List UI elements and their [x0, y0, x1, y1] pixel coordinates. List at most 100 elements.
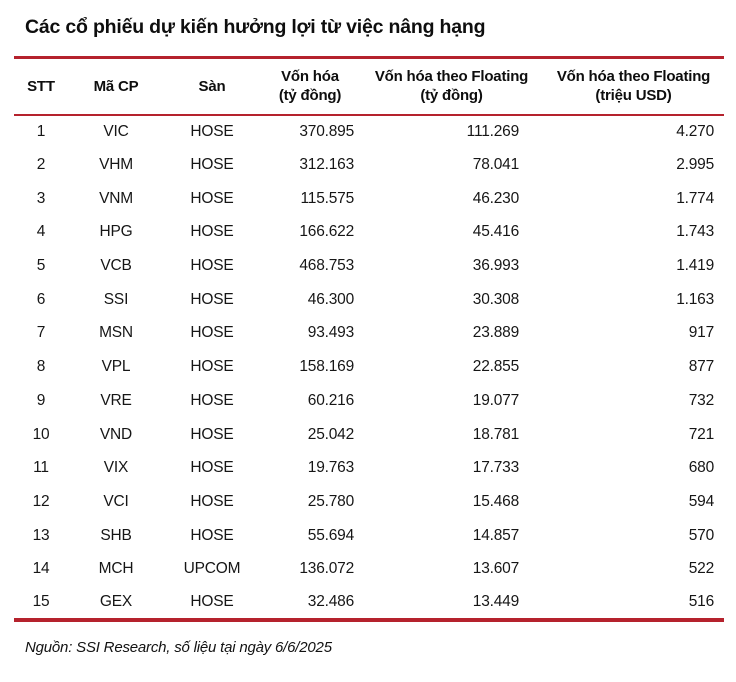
cell-floating-usd: 680 [688, 459, 714, 477]
cell-floating-vnd: 15.468 [472, 492, 519, 510]
cell-ma-cp: VNM [99, 189, 133, 207]
header-label: Vốn hóa [281, 68, 339, 86]
cell-floating-vnd: 36.993 [472, 257, 519, 275]
cell-san: HOSE [190, 391, 234, 409]
cell-san: HOSE [190, 526, 234, 544]
cell-ma-cp: MCH [98, 560, 134, 578]
cell-floating-vnd: 78.041 [472, 156, 519, 174]
cell-ma-cp: VRE [100, 391, 132, 409]
table-row: 8 VPL HOSE 158.169 22.855 877 [14, 350, 724, 384]
cell-floating-usd: 4.270 [676, 122, 714, 140]
cell-stt: 3 [36, 189, 46, 207]
header-label: STT [27, 77, 55, 95]
table-row: 12 VCI HOSE 25.780 15.468 594 [14, 485, 724, 519]
cell-stt: 2 [36, 156, 46, 174]
cell-von-hoa: 166.622 [299, 223, 354, 241]
table-row: 6 SSI HOSE 46.300 30.308 1.163 [14, 283, 724, 317]
cell-floating-usd: 721 [688, 425, 714, 443]
cell-von-hoa: 25.042 [307, 425, 354, 443]
cell-von-hoa: 55.694 [307, 526, 354, 544]
column-header-floating-vnd: Vốn hóa theo Floating (tỷ đồng) [360, 58, 543, 115]
cell-floating-usd: 732 [688, 391, 714, 409]
cell-san: HOSE [190, 592, 234, 610]
header-label: Vốn hóa theo Floating [374, 68, 529, 86]
cell-von-hoa: 115.575 [300, 189, 355, 207]
table-body: 1 VIC HOSE 370.895 111.269 4.270 2 VHM HOSE 312.1… [14, 115, 724, 620]
cell-ma-cp: VIC [103, 122, 129, 140]
cell-stt: 5 [36, 257, 46, 275]
cell-floating-usd: 594 [688, 492, 714, 510]
source-note: Nguồn: SSI Research, số liệu tại ngày 6/… [25, 638, 332, 656]
cell-ma-cp: VCI [103, 492, 129, 510]
cell-ma-cp: SSI [103, 290, 129, 308]
cell-von-hoa: 370.895 [299, 122, 354, 140]
cell-san: HOSE [190, 425, 234, 443]
cell-ma-cp: MSN [99, 324, 133, 342]
cell-floating-vnd: 111.269 [466, 122, 520, 140]
cell-san: HOSE [190, 156, 234, 174]
cell-floating-vnd: 45.416 [472, 223, 519, 241]
stocks-table: STT Mã CP Sàn Vốn hóa (tỷ đồng) Vốn hóa … [14, 56, 724, 622]
cell-san: HOSE [190, 122, 234, 140]
cell-floating-vnd: 22.855 [472, 358, 519, 376]
cell-von-hoa: 136.072 [299, 560, 354, 578]
column-header-ma-cp: Mã CP [68, 58, 164, 115]
cell-floating-vnd: 13.449 [472, 592, 519, 610]
column-header-san: Sàn [164, 58, 260, 115]
column-header-stt: STT [14, 58, 68, 115]
cell-san: HOSE [190, 223, 234, 241]
cell-stt: 4 [36, 223, 46, 241]
cell-stt: 11 [33, 459, 49, 477]
cell-von-hoa: 158.169 [299, 358, 354, 376]
table-row: 2 VHM HOSE 312.163 78.041 2.995 [14, 148, 724, 182]
cell-stt: 1 [36, 122, 46, 140]
table-row: 14 MCH UPCOM 136.072 13.607 522 [14, 552, 724, 586]
page-title: Các cổ phiếu dự kiến hưởng lợi từ việc n… [25, 16, 486, 38]
table-row: 5 VCB HOSE 468.753 36.993 1.419 [14, 249, 724, 283]
cell-stt: 8 [36, 358, 46, 376]
table-row: 4 HPG HOSE 166.622 45.416 1.743 [14, 216, 724, 250]
cell-ma-cp: VIX [103, 459, 129, 477]
cell-floating-vnd: 13.607 [472, 560, 519, 578]
header-sublabel: (tỷ đồng) [420, 87, 483, 105]
table-row: 3 VNM HOSE 115.575 46.230 1.774 [14, 182, 724, 216]
cell-stt: 9 [36, 391, 46, 409]
cell-san: HOSE [190, 290, 234, 308]
cell-floating-usd: 1.163 [676, 290, 714, 308]
cell-stt: 10 [32, 425, 50, 443]
column-header-floating-usd: Vốn hóa theo Floating (triệu USD) [543, 58, 724, 115]
cell-san: HOSE [190, 459, 234, 477]
cell-von-hoa: 46.300 [307, 290, 354, 308]
cell-floating-usd: 2.995 [676, 156, 714, 174]
cell-von-hoa: 60.216 [307, 391, 354, 409]
cell-ma-cp: GEX [99, 592, 133, 610]
cell-floating-vnd: 23.889 [472, 324, 519, 342]
cell-stt: 13 [32, 526, 50, 544]
cell-stt: 14 [32, 560, 50, 578]
cell-ma-cp: HPG [99, 223, 133, 241]
cell-ma-cp: SHB [100, 526, 132, 544]
header-sublabel: (triệu USD) [595, 87, 672, 105]
table-row: 13 SHB HOSE 55.694 14.857 570 [14, 519, 724, 553]
cell-floating-usd: 522 [688, 560, 714, 578]
cell-san: UPCOM [183, 560, 241, 578]
table-row: 9 VRE HOSE 60.216 19.077 732 [14, 384, 724, 418]
cell-san: HOSE [190, 358, 234, 376]
cell-ma-cp: VCB [100, 257, 132, 275]
cell-ma-cp: VND [99, 425, 133, 443]
cell-stt: 6 [36, 290, 46, 308]
table-row: 1 VIC HOSE 370.895 111.269 4.270 [14, 115, 724, 149]
header-label: Vốn hóa theo Floating [556, 68, 711, 86]
cell-floating-vnd: 18.781 [472, 425, 519, 443]
cell-von-hoa: 93.493 [307, 324, 354, 342]
column-header-von-hoa: Vốn hóa (tỷ đồng) [260, 58, 360, 115]
cell-floating-usd: 1.774 [676, 189, 714, 207]
header-row: STT Mã CP Sàn Vốn hóa (tỷ đồng) Vốn hóa … [14, 57, 724, 115]
cell-floating-vnd: 14.857 [472, 526, 519, 544]
cell-floating-usd: 877 [688, 358, 714, 376]
cell-von-hoa: 468.753 [299, 257, 354, 275]
cell-von-hoa: 312.163 [299, 156, 354, 174]
cell-san: HOSE [190, 189, 234, 207]
cell-von-hoa: 32.486 [307, 592, 354, 610]
